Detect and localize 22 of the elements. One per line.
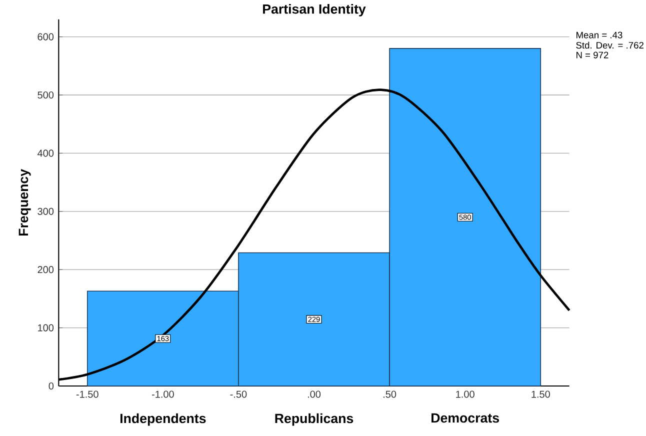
annotation: Independents [120,413,206,426]
x-tick-label: .50 [384,390,396,398]
annotation: Republicans [275,413,354,426]
y-axis-title: Frequency [18,169,31,236]
y-tick-label: 300 [38,208,54,215]
x-tick-label: -.50 [230,390,247,398]
y-tick-label: 500 [38,91,54,99]
y-tick-label: 0 [48,382,54,390]
x-tick-label: .00 [308,390,321,398]
text: N = 972 [576,52,608,58]
x-tick-label: -1.50 [76,390,98,398]
annotation: Democrats [432,413,499,423]
y-tick-label: 100 [38,324,54,332]
text: Mean = .43 [576,32,622,38]
y-tick-label: 200 [38,266,54,274]
y-tick-label: 400 [38,150,54,157]
x-tick-label: 1.50 [532,390,550,398]
x-tick-label: -1.00 [152,390,174,398]
chart-title: Partisan Identity [263,4,366,16]
y-tick-label: 600 [38,33,54,40]
text: Std. Dev. = .762 [576,42,644,49]
x-tick-label: 1.00 [456,390,474,398]
